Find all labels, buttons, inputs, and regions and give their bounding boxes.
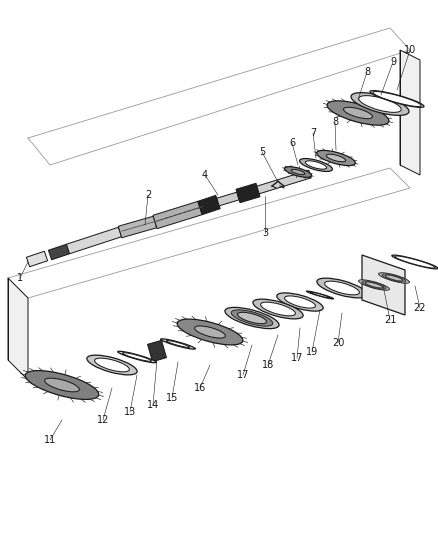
Ellipse shape bbox=[261, 302, 295, 316]
Ellipse shape bbox=[395, 256, 435, 268]
Text: 10: 10 bbox=[404, 45, 416, 55]
Text: 11: 11 bbox=[44, 435, 56, 445]
Text: 5: 5 bbox=[259, 147, 265, 157]
Ellipse shape bbox=[285, 296, 315, 308]
Ellipse shape bbox=[362, 281, 386, 289]
Text: 14: 14 bbox=[147, 400, 159, 410]
Ellipse shape bbox=[343, 107, 372, 119]
Text: 9: 9 bbox=[390, 57, 396, 67]
Text: 21: 21 bbox=[384, 315, 396, 325]
Ellipse shape bbox=[317, 278, 367, 298]
Ellipse shape bbox=[300, 158, 332, 172]
Polygon shape bbox=[362, 255, 405, 315]
Polygon shape bbox=[217, 192, 239, 206]
Ellipse shape bbox=[307, 291, 333, 299]
Ellipse shape bbox=[177, 319, 243, 345]
Polygon shape bbox=[8, 278, 28, 380]
Ellipse shape bbox=[253, 299, 303, 319]
Text: 17: 17 bbox=[237, 370, 249, 380]
Ellipse shape bbox=[87, 355, 137, 375]
Ellipse shape bbox=[118, 351, 156, 363]
Ellipse shape bbox=[370, 91, 424, 107]
Text: 13: 13 bbox=[124, 407, 136, 417]
Ellipse shape bbox=[327, 101, 389, 125]
Ellipse shape bbox=[326, 154, 346, 162]
Ellipse shape bbox=[351, 93, 409, 115]
Polygon shape bbox=[67, 227, 122, 254]
Polygon shape bbox=[400, 50, 420, 175]
Ellipse shape bbox=[311, 292, 330, 298]
Text: 3: 3 bbox=[262, 228, 268, 238]
Text: 8: 8 bbox=[332, 117, 338, 127]
Polygon shape bbox=[257, 170, 311, 194]
Ellipse shape bbox=[378, 273, 410, 283]
Ellipse shape bbox=[237, 312, 266, 324]
Ellipse shape bbox=[194, 326, 226, 338]
Ellipse shape bbox=[123, 353, 152, 361]
Text: 4: 4 bbox=[202, 170, 208, 180]
Ellipse shape bbox=[305, 161, 327, 169]
Text: 20: 20 bbox=[332, 338, 344, 348]
Ellipse shape bbox=[277, 293, 323, 311]
Ellipse shape bbox=[161, 339, 195, 349]
Polygon shape bbox=[153, 201, 202, 229]
Ellipse shape bbox=[359, 280, 389, 290]
Ellipse shape bbox=[392, 255, 438, 269]
Text: 19: 19 bbox=[306, 347, 318, 357]
Text: 1: 1 bbox=[17, 273, 23, 283]
Ellipse shape bbox=[25, 370, 99, 399]
Ellipse shape bbox=[231, 310, 273, 326]
Text: 18: 18 bbox=[262, 360, 274, 370]
Text: 17: 17 bbox=[291, 353, 303, 363]
Polygon shape bbox=[198, 196, 220, 215]
Ellipse shape bbox=[284, 167, 311, 177]
Ellipse shape bbox=[317, 150, 355, 166]
Polygon shape bbox=[26, 251, 48, 266]
Polygon shape bbox=[148, 341, 166, 362]
Ellipse shape bbox=[291, 169, 305, 175]
Polygon shape bbox=[118, 216, 157, 238]
Ellipse shape bbox=[359, 95, 401, 112]
Ellipse shape bbox=[385, 275, 403, 281]
Ellipse shape bbox=[325, 281, 360, 295]
Ellipse shape bbox=[382, 274, 406, 282]
Text: 7: 7 bbox=[310, 128, 316, 138]
Ellipse shape bbox=[365, 282, 383, 288]
Text: 6: 6 bbox=[289, 138, 295, 148]
Text: 2: 2 bbox=[145, 190, 151, 200]
Ellipse shape bbox=[95, 358, 129, 372]
Ellipse shape bbox=[225, 308, 279, 329]
Text: 12: 12 bbox=[97, 415, 109, 425]
Ellipse shape bbox=[373, 92, 421, 107]
Text: 8: 8 bbox=[364, 67, 370, 77]
Polygon shape bbox=[49, 244, 70, 260]
Text: 16: 16 bbox=[194, 383, 206, 393]
Polygon shape bbox=[236, 183, 260, 203]
Text: 22: 22 bbox=[414, 303, 426, 313]
Ellipse shape bbox=[166, 341, 190, 348]
Text: 15: 15 bbox=[166, 393, 178, 403]
Ellipse shape bbox=[45, 378, 79, 392]
